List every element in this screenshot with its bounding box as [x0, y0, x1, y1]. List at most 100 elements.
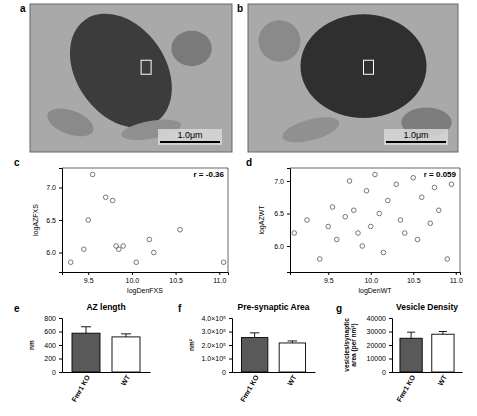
- y-axis-tick: 30000: [367, 328, 392, 335]
- point: [377, 211, 382, 216]
- x-axis-title: logDenFXS: [127, 287, 163, 295]
- y-axis-tick-mark: [59, 220, 62, 221]
- y-axis-tick-mark: [59, 359, 62, 360]
- bars: [72, 327, 140, 372]
- x-axis-line: [393, 372, 463, 373]
- y-axis-tick-mark: [287, 181, 290, 182]
- micrograph-structure: [44, 103, 98, 142]
- selection-box: [364, 60, 374, 74]
- y-axis-tick-label: 3.0×10⁵: [201, 328, 226, 335]
- plot-frame: [228, 168, 229, 272]
- point: [419, 195, 424, 200]
- y-axis-tick: 6.5: [46, 217, 62, 224]
- y-axis-line: [389, 319, 393, 373]
- x-axis: 9.510.010.511.0: [291, 272, 463, 284]
- y-axis-tick-label: 7.0: [274, 178, 284, 185]
- y-axis-tick-mark: [229, 345, 232, 346]
- point: [360, 244, 365, 249]
- y-axis-tick-label: 400: [44, 342, 56, 349]
- y-axis-tick-mark: [287, 214, 290, 215]
- micrograph-structure: [254, 16, 305, 67]
- x-axis-tick: 10.5: [169, 272, 183, 284]
- y-axis-tick: 600: [44, 328, 62, 335]
- chart-title: Vesicle Density: [396, 302, 458, 312]
- error-bar-cap: [250, 332, 260, 333]
- y-axis-line: [229, 319, 233, 373]
- y-axis-tick-label: 0: [382, 369, 386, 376]
- y-axis-tick: 7.0: [46, 184, 62, 191]
- y-axis-line: [287, 169, 291, 273]
- y-axis-tick: 3.0×10⁵: [201, 328, 232, 335]
- scale-bar: [386, 141, 446, 143]
- y-axis-tick-mark: [389, 345, 392, 346]
- y-axis-tick-label: 40000: [367, 315, 387, 322]
- x-axis: Fmr1 KOWT: [63, 373, 151, 404]
- x-axis-tick-label: 11.0: [450, 277, 463, 284]
- y-axis-tick: 400: [44, 342, 62, 349]
- y-axis-tick-label: 20000: [367, 342, 387, 349]
- point: [373, 172, 378, 177]
- x-axis-line: [233, 372, 316, 373]
- point: [292, 231, 297, 236]
- y-axis-tick-mark: [389, 372, 392, 373]
- bar: [279, 343, 305, 372]
- point: [151, 250, 156, 255]
- y-axis-tick: 10000: [367, 355, 392, 362]
- x-axis-tick: 11.0: [450, 272, 463, 284]
- x-axis-tick-label: WT: [286, 373, 298, 387]
- micrograph-structure: [301, 14, 427, 118]
- bars: [400, 332, 454, 373]
- error-bar: [121, 334, 131, 337]
- error-bar: [81, 327, 91, 333]
- panel-letter: c: [14, 157, 20, 168]
- point: [351, 208, 356, 213]
- error-bar-cap: [439, 331, 447, 332]
- x-axis: Fmr1 KO WT: [233, 373, 316, 404]
- y-axis-tick-mark: [59, 332, 62, 333]
- point: [402, 231, 407, 236]
- point: [305, 218, 310, 223]
- x-axis-tick: Fmr1 KO: [239, 373, 260, 403]
- point: [121, 244, 126, 249]
- y-axis-tick: 6.5: [274, 210, 290, 217]
- x-axis-tick: Fmr1 KO: [70, 373, 91, 403]
- x-axis-tick-label: 10.5: [407, 277, 421, 284]
- y-axis-tick: 0: [382, 369, 392, 376]
- y-axis-tick-label: 1.0×10⁵: [201, 355, 226, 362]
- error-bar-stem: [254, 333, 255, 338]
- point: [330, 205, 335, 210]
- error-bar-stem: [126, 334, 127, 337]
- error-bar-cap: [288, 340, 298, 341]
- y-axis-tick: 6.0: [46, 249, 62, 256]
- x-axis-line: [63, 372, 151, 373]
- point: [90, 172, 95, 177]
- y-axis-line: [59, 319, 63, 373]
- point: [334, 237, 339, 242]
- point: [110, 198, 115, 203]
- x-axis-tick-label: Fmr1 KO: [70, 373, 91, 403]
- y-axis-tick-label: 10000: [367, 355, 387, 362]
- point: [449, 182, 454, 187]
- x-axis-tick-mark: [176, 272, 177, 275]
- y-axis: 01.0×10⁵2.0×10⁵3.0×10⁵4.0×10⁵: [201, 315, 232, 376]
- panel-letter: a: [20, 3, 26, 14]
- y-axis-tick-label: 6.0: [46, 249, 56, 256]
- x-axis-tick-mark: [219, 272, 220, 275]
- x-axis-tick-label: 10.0: [364, 277, 378, 284]
- y-axis-tick: 7.0: [274, 178, 290, 185]
- y-axis-tick-mark: [229, 359, 232, 360]
- micrograph: 1.0μm: [30, 0, 232, 152]
- x-axis-tick-mark: [413, 272, 414, 275]
- y-axis: 6.06.57.0: [274, 169, 290, 273]
- panel-letter: f: [178, 303, 182, 314]
- y-axis-tick-mark: [229, 332, 232, 333]
- y-axis-tick-mark: [59, 188, 62, 189]
- micrograph-structure: [171, 31, 211, 67]
- y-axis-tick-mark: [59, 345, 62, 346]
- y-axis-tick-mark: [59, 318, 62, 319]
- scale-bar-label: 1.0μm: [403, 130, 428, 140]
- y-axis-tick-label: 600: [44, 328, 56, 335]
- plot-frame: [290, 168, 460, 169]
- chart-title: Pre-synaptic Area: [238, 302, 310, 312]
- y-axis-title: nm²: [188, 338, 195, 351]
